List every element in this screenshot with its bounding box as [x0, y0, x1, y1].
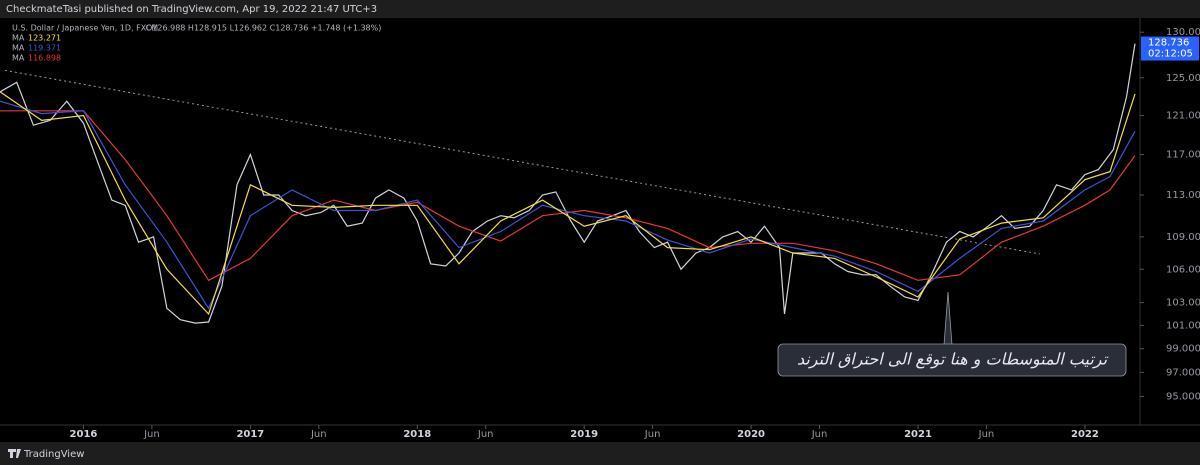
countdown: 02:12:05	[1148, 49, 1193, 60]
legend-name: MA	[12, 54, 25, 63]
y-tick-label: 117.000	[1166, 150, 1200, 161]
symbol: U.S. Dollar / Japanese Yen, 1D, FXCM	[12, 24, 158, 33]
price-line	[0, 43, 1136, 324]
y-tick-label: 113.000	[1166, 190, 1200, 201]
y-tick-label: 130.000	[1166, 27, 1200, 38]
footer: TradingView	[23, 449, 84, 460]
x-tick-label: Jun	[978, 429, 995, 440]
price-label-box	[1141, 36, 1199, 61]
y-tick-label: 95.000	[1166, 392, 1200, 403]
x-tick-label: 2018	[403, 429, 431, 440]
annotation: ترتيب المتوسطات و هنا توقع الى احتراق ال…	[797, 350, 1109, 369]
logo	[8, 449, 21, 458]
x-tick-label: 2019	[570, 429, 598, 440]
callout-box	[777, 343, 1127, 377]
x-tick-label: Jun	[811, 429, 828, 440]
header-bar	[0, 0, 1200, 18]
legend-name: MA	[12, 34, 25, 43]
ma-line	[0, 110, 1136, 282]
y-tick-label: 101.000	[1166, 320, 1200, 331]
legend-value: 119.371	[28, 44, 61, 53]
x-tick-label: 2020	[737, 429, 765, 440]
trendline	[4, 69, 1040, 255]
ohlc: O126.988 H128.915 L126.962 C128.736 +1.7…	[146, 24, 381, 33]
y-tick-label: 121.000	[1166, 111, 1200, 122]
ma-line	[0, 91, 1136, 316]
y-tick-label: 125.000	[1166, 73, 1200, 84]
x-tick-label: 2017	[236, 429, 264, 440]
published: CheckmateTasi published on TradingView.c…	[6, 4, 377, 15]
x-tick-label: Jun	[477, 429, 494, 440]
y-tick-label: 103.000	[1166, 298, 1200, 309]
y-tick-label: 99.000	[1166, 344, 1200, 355]
y-tick-label: 106.000	[1166, 264, 1200, 275]
legend-value: 116.898	[28, 54, 61, 63]
y-tick-label: 109.000	[1166, 232, 1200, 243]
x-tick-label: Jun	[644, 429, 661, 440]
x-tick-label: 2022	[1071, 429, 1099, 440]
legend-value: 123.271	[28, 34, 61, 43]
price-label: 128.736	[1148, 38, 1189, 49]
legend-name: MA	[12, 44, 25, 53]
x-tick-label: Jun	[143, 429, 160, 440]
ma-line	[0, 100, 1136, 310]
x-tick-label: 2016	[70, 429, 98, 440]
x-tick-label: 2021	[904, 429, 932, 440]
y-tick-label: 97.000	[1166, 367, 1200, 378]
footer-bar	[0, 442, 1200, 465]
x-tick-label: Jun	[310, 429, 327, 440]
